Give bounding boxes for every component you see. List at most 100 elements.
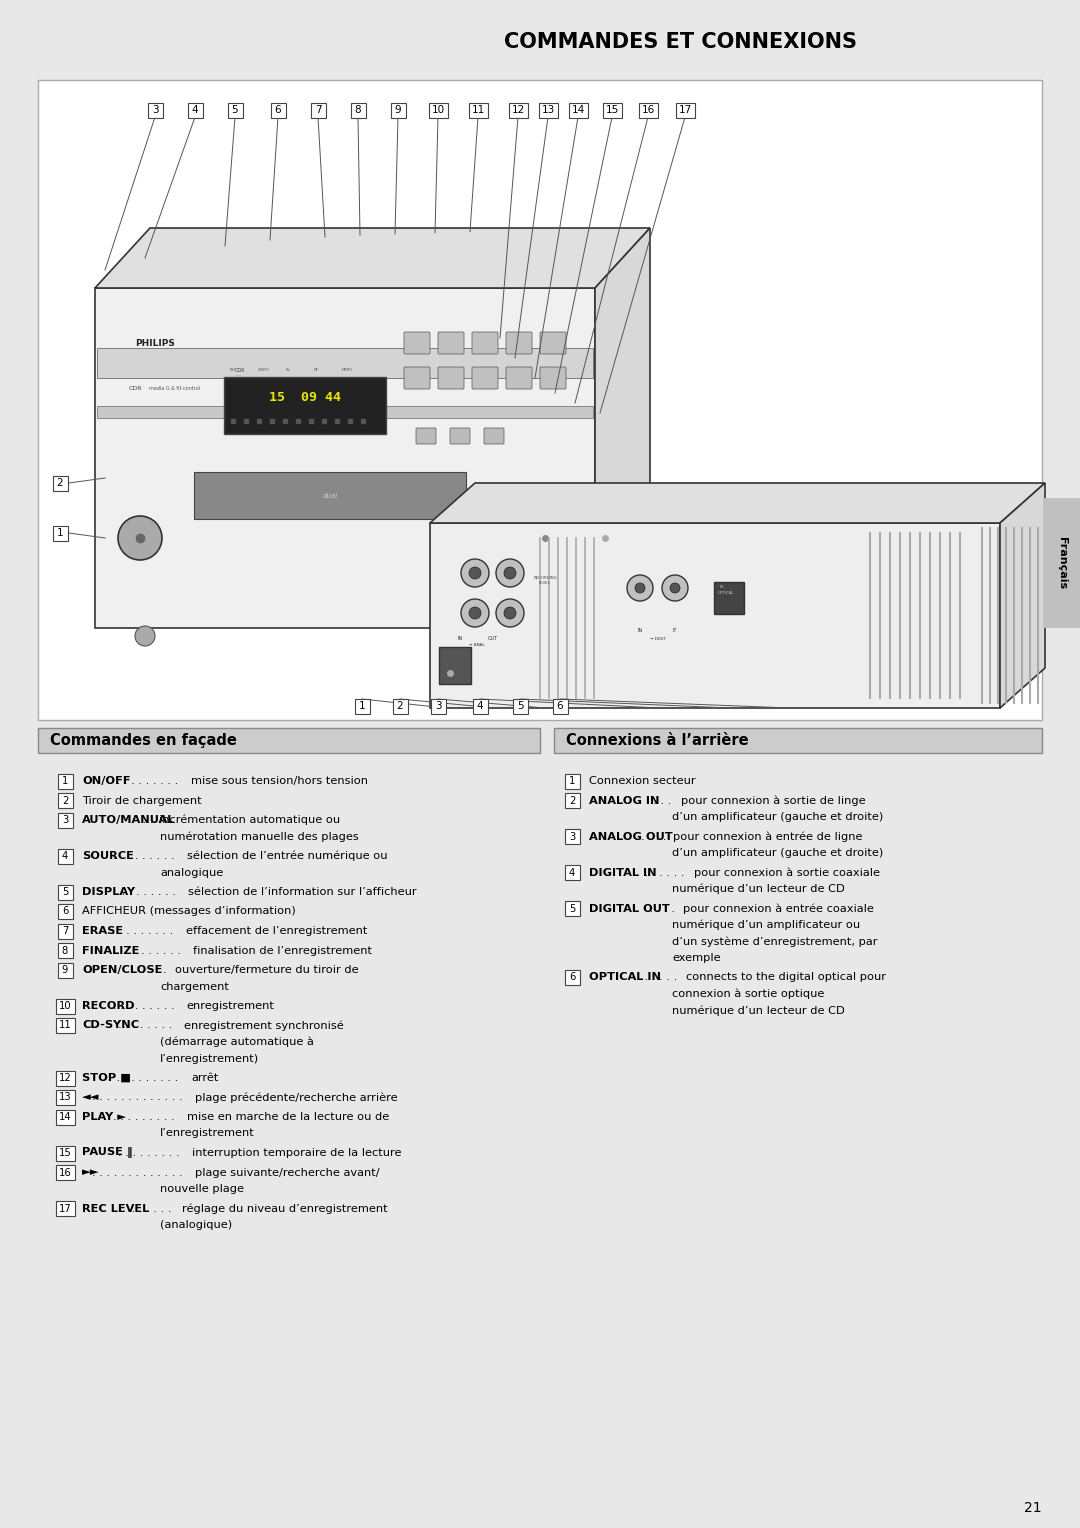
Text: 1: 1 [56, 529, 64, 538]
Text: 14: 14 [571, 105, 584, 115]
FancyBboxPatch shape [554, 727, 1042, 753]
Circle shape [627, 575, 653, 601]
Text: enregistrement: enregistrement [187, 1001, 274, 1012]
Text: pour connexion à entrée coaxiale: pour connexion à entrée coaxiale [683, 903, 874, 914]
Text: → ANAL: → ANAL [469, 643, 485, 646]
FancyBboxPatch shape [603, 102, 621, 118]
Text: connects to the digital optical pour: connects to the digital optical pour [686, 972, 886, 983]
Text: 1: 1 [359, 701, 365, 711]
Circle shape [620, 626, 640, 646]
Text: 2: 2 [62, 796, 68, 805]
Text: d’un système d’enregistrement, par: d’un système d’enregistrement, par [672, 937, 877, 947]
Text: nouvelle plage: nouvelle plage [160, 1184, 244, 1193]
Text: dual: dual [322, 492, 338, 498]
Text: Commandes en façade: Commandes en façade [50, 733, 237, 749]
Text: ANALOG OUT: ANALOG OUT [589, 831, 673, 842]
Text: l’enregistrement): l’enregistrement) [160, 1053, 259, 1063]
Polygon shape [430, 523, 1000, 707]
Circle shape [513, 506, 577, 570]
Text: CDR: CDR [235, 368, 245, 373]
Circle shape [635, 584, 645, 593]
Text: chargement: chargement [160, 981, 229, 992]
FancyBboxPatch shape [57, 923, 72, 938]
Text: OPTICAL IN: OPTICAL IN [589, 972, 661, 983]
Text: . . . .: . . . . [646, 903, 678, 914]
Circle shape [496, 559, 524, 587]
Circle shape [662, 575, 688, 601]
Text: 8: 8 [62, 946, 68, 955]
FancyBboxPatch shape [539, 102, 557, 118]
Text: CDR: CDR [129, 385, 141, 391]
Text: . . . . . . . . .: . . . . . . . . . [113, 1001, 178, 1012]
FancyBboxPatch shape [450, 428, 470, 445]
FancyBboxPatch shape [55, 1089, 75, 1105]
Text: STOP ■: STOP ■ [82, 1073, 131, 1083]
Text: . . . . .: . . . . . [134, 966, 170, 975]
FancyBboxPatch shape [148, 102, 162, 118]
FancyBboxPatch shape [55, 1201, 75, 1216]
FancyBboxPatch shape [57, 813, 72, 828]
Circle shape [504, 607, 516, 619]
Text: → DIGIT: → DIGIT [650, 637, 666, 642]
FancyBboxPatch shape [224, 377, 386, 434]
FancyBboxPatch shape [55, 1018, 75, 1033]
Text: FINALIZE: FINALIZE [82, 946, 139, 955]
Text: OUT: OUT [488, 636, 498, 640]
Text: 10: 10 [58, 1001, 71, 1012]
FancyBboxPatch shape [57, 885, 72, 900]
Text: . . . . . .: . . . . . . [129, 1204, 176, 1213]
Text: 5: 5 [62, 886, 68, 897]
Text: NP: NP [314, 368, 319, 371]
Text: . . . . . . . . .: . . . . . . . . . [113, 776, 181, 785]
Text: plage suivante/recherche avant/: plage suivante/recherche avant/ [194, 1167, 379, 1178]
Text: 7: 7 [62, 926, 68, 937]
Text: RECORDING: RECORDING [534, 576, 557, 581]
Text: 10: 10 [431, 105, 445, 115]
Text: . . . . . . . .: . . . . . . . . [118, 886, 179, 897]
FancyBboxPatch shape [188, 102, 203, 118]
FancyBboxPatch shape [392, 698, 407, 714]
Text: . . . . . .: . . . . . . [640, 868, 688, 877]
FancyBboxPatch shape [565, 865, 580, 880]
Polygon shape [1000, 483, 1045, 707]
Text: DIGITAL OUT: DIGITAL OUT [589, 903, 670, 914]
Text: 12: 12 [511, 105, 525, 115]
Circle shape [461, 559, 489, 587]
Text: 16: 16 [58, 1167, 71, 1178]
Text: RECORD: RECORD [82, 1001, 135, 1012]
Circle shape [496, 599, 524, 626]
FancyBboxPatch shape [38, 79, 1042, 720]
Text: 7: 7 [314, 105, 322, 115]
FancyBboxPatch shape [55, 1164, 75, 1180]
FancyBboxPatch shape [509, 102, 527, 118]
Text: Connexion secteur: Connexion secteur [589, 776, 696, 785]
Circle shape [469, 567, 481, 579]
Text: 5: 5 [569, 903, 576, 914]
Text: 6: 6 [62, 906, 68, 917]
Text: . . . . . . . . . . . . .: . . . . . . . . . . . . . [92, 1167, 183, 1178]
Text: 17: 17 [678, 105, 691, 115]
Text: 13: 13 [541, 105, 555, 115]
FancyBboxPatch shape [565, 773, 580, 788]
FancyBboxPatch shape [57, 963, 72, 978]
Text: 3: 3 [569, 831, 576, 842]
Text: d’un amplificateur (gauche et droite): d’un amplificateur (gauche et droite) [672, 811, 883, 822]
FancyBboxPatch shape [438, 367, 464, 390]
Text: 12: 12 [58, 1073, 71, 1083]
FancyBboxPatch shape [431, 698, 446, 714]
Text: REC: REC [230, 368, 238, 371]
FancyBboxPatch shape [57, 773, 72, 788]
Text: . . . . . . . . . . . . .: . . . . . . . . . . . . . [92, 1093, 183, 1103]
FancyBboxPatch shape [507, 367, 532, 390]
Text: . . . . . . . . .: . . . . . . . . . [108, 926, 177, 937]
Text: 2: 2 [56, 478, 64, 487]
FancyBboxPatch shape [228, 102, 243, 118]
Text: Connexions à l’arrière: Connexions à l’arrière [566, 733, 748, 749]
Text: ERASE: ERASE [82, 926, 123, 937]
Text: 15  09 44: 15 09 44 [269, 391, 341, 403]
Text: . . . . . . . .: . . . . . . . . [118, 1021, 176, 1030]
Text: 2: 2 [569, 796, 576, 805]
Text: pour connexion à entrée de ligne: pour connexion à entrée de ligne [674, 831, 863, 842]
Text: 6: 6 [556, 701, 564, 711]
FancyBboxPatch shape [55, 1071, 75, 1085]
